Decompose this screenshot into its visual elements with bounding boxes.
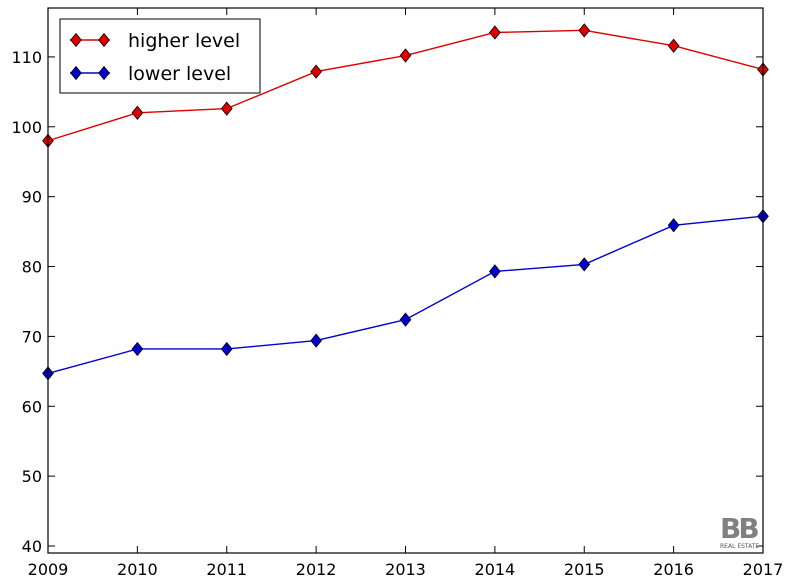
data-point	[399, 48, 412, 63]
series-higher-level	[42, 23, 769, 148]
data-point	[578, 23, 591, 38]
data-point	[489, 264, 501, 279]
axis-layer: 2009 2010 2011 2012 2013 2014 2015 2016 2017 40 50…	[11, 8, 783, 579]
data-point	[131, 341, 144, 357]
x-tick-label: 2012	[296, 560, 337, 579]
legend-marker	[70, 32, 82, 48]
y-tick-label: 100	[11, 118, 42, 137]
y-tick-label: 110	[11, 48, 42, 67]
series-layer	[42, 23, 769, 381]
y-tick-label: 70	[22, 327, 42, 346]
plot-frame	[47, 7, 764, 554]
y-tick-label: 90	[22, 188, 42, 207]
data-point	[667, 218, 680, 233]
legend-label: lower level	[128, 63, 231, 85]
legend-item: lower level	[70, 63, 231, 85]
y-tick-label: 40	[22, 537, 42, 556]
legend-marker	[98, 65, 110, 81]
x-tick-label: 2011	[206, 560, 247, 579]
legend-box	[59, 18, 261, 94]
legend-item: higher level	[70, 30, 240, 52]
watermark-caption: REAL ESTATE	[720, 543, 759, 550]
data-point	[399, 312, 412, 327]
data-point	[220, 341, 233, 357]
data-point	[578, 257, 591, 272]
y-tick-label: 80	[22, 258, 42, 277]
x-tick-label: 2009	[28, 560, 69, 579]
x-tick-label: 2015	[564, 560, 605, 579]
y-tick-label: 50	[22, 467, 42, 486]
watermark-logo-text: BB	[720, 512, 758, 545]
data-point	[220, 101, 233, 116]
data-point	[667, 38, 680, 53]
data-point	[131, 105, 144, 120]
legend-marker	[70, 65, 82, 81]
x-tick-label: 2010	[117, 560, 158, 579]
x-tick-label: 2013	[385, 560, 426, 579]
x-tick-label: 2016	[653, 560, 694, 579]
data-point	[310, 333, 322, 348]
legend-label: higher level	[128, 30, 240, 52]
legend: higher level lower level	[59, 18, 261, 94]
legend-marker	[98, 32, 110, 48]
watermark-logo: BB REAL ESTATE	[720, 512, 761, 550]
x-tick-label: 2014	[475, 560, 516, 579]
x-tick-label: 2017	[743, 560, 784, 579]
data-point	[489, 25, 501, 40]
y-tick-label: 60	[22, 397, 42, 416]
data-point	[310, 64, 322, 79]
